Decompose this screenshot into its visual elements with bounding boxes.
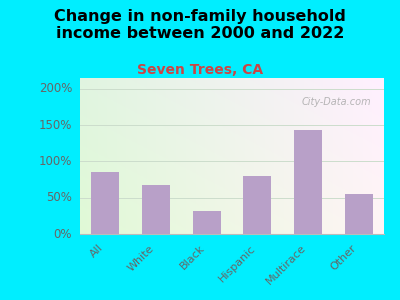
Bar bbox=[91, 172, 119, 234]
Bar bbox=[243, 176, 271, 234]
Text: 50%: 50% bbox=[46, 191, 72, 204]
Text: City-Data.com: City-Data.com bbox=[302, 97, 372, 107]
Bar bbox=[345, 194, 372, 234]
Text: 0%: 0% bbox=[54, 227, 72, 241]
Text: Other: Other bbox=[329, 243, 359, 272]
Text: All: All bbox=[88, 243, 105, 260]
Bar bbox=[294, 130, 322, 234]
Text: Seven Trees, CA: Seven Trees, CA bbox=[137, 63, 263, 77]
Text: 150%: 150% bbox=[39, 119, 72, 132]
Text: Multirace: Multirace bbox=[264, 243, 308, 287]
Bar bbox=[193, 211, 221, 234]
Text: Hispanic: Hispanic bbox=[217, 243, 257, 284]
Text: Change in non-family household
income between 2000 and 2022: Change in non-family household income be… bbox=[54, 9, 346, 41]
Text: 200%: 200% bbox=[39, 82, 72, 95]
Bar bbox=[142, 185, 170, 234]
Text: White: White bbox=[126, 243, 156, 273]
Text: 100%: 100% bbox=[39, 155, 72, 168]
Text: Black: Black bbox=[178, 243, 207, 272]
